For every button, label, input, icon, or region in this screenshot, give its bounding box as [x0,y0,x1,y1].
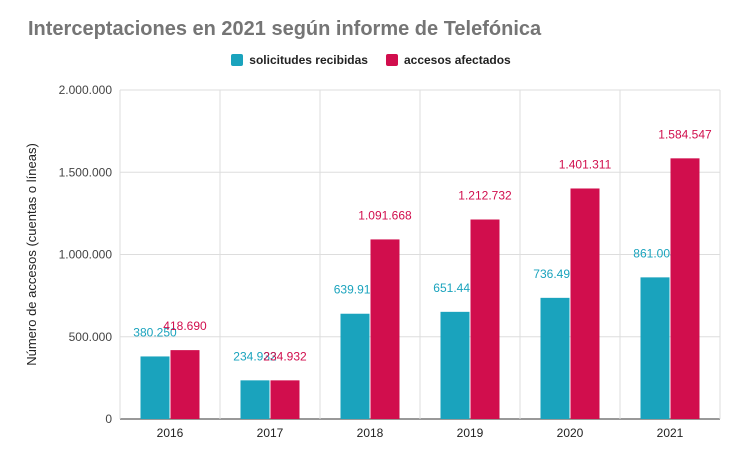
bar-solicitudes-2016 [140,356,170,419]
x-tick-label: 2021 [657,426,684,440]
legend: solicitudes recibidas accesos afectados [0,53,742,67]
bar-accesos-2017 [270,380,300,419]
y-tick-label: 2.000.000 [59,83,113,97]
y-tick-label: 0 [105,412,112,426]
bar-accesos-2019 [470,219,500,419]
y-tick-label: 500.000 [69,330,113,344]
data-label-accesos-2019: 1.212.732 [458,189,512,203]
bar-accesos-2018 [370,239,400,419]
data-label-solicitudes-2017: 234.932 [233,349,277,363]
legend-entry-solicitudes[interactable]: solicitudes recibidas [231,53,368,67]
data-label-solicitudes-2021: 861.004 [633,246,677,260]
bar-solicitudes-2020 [540,297,570,419]
data-label-solicitudes-2019: 651.446 [433,281,477,295]
x-tick-label: 2018 [357,426,384,440]
data-label-solicitudes-2018: 639.911 [334,283,377,297]
data-label-accesos-2021: 1.584.547 [658,127,712,141]
legend-swatch-solicitudes [231,54,244,66]
y-axis-title: Número de accesos (cuentas o líneas) [24,143,39,366]
bar-accesos-2020 [570,188,600,419]
legend-swatch-accesos [385,54,398,66]
bar-solicitudes-2017 [240,380,270,419]
data-label-solicitudes-2020: 736.498 [533,267,577,281]
legend-label-solicitudes: solicitudes recibidas [249,53,368,67]
bar-accesos-2021 [670,158,700,419]
x-tick-label: 2020 [557,426,584,440]
x-tick-label: 2016 [157,426,184,440]
y-tick-label: 1.500.000 [59,165,113,179]
data-label-solicitudes-2016: 380.250 [133,325,177,339]
bar-solicitudes-2021 [640,277,670,419]
legend-entry-accesos[interactable]: accesos afectados [385,53,511,67]
data-label-accesos-2018: 1.091.668 [358,208,412,222]
data-label-accesos-2020: 1.401.311 [559,157,612,171]
bar-solicitudes-2019 [440,311,470,419]
bar-accesos-2016 [170,350,200,419]
data-label-accesos-2017: 234.932 [263,349,307,363]
x-tick-label: 2017 [257,426,284,440]
y-tick-label: 1.000.000 [59,248,113,262]
bar-solicitudes-2018 [340,313,370,419]
x-tick-label: 2019 [457,426,484,440]
legend-label-accesos: accesos afectados [403,53,511,67]
chart-title: Interceptaciones en 2021 según informe d… [28,18,542,40]
data-label-accesos-2016: 418.690 [163,319,207,333]
